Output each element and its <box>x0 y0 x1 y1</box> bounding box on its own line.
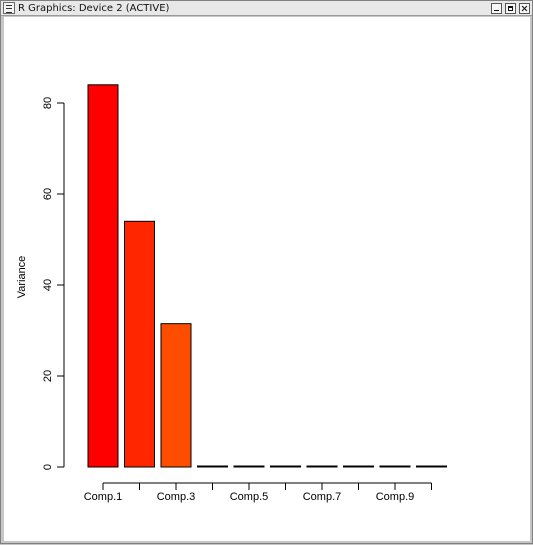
bar-comp-1 <box>87 84 119 468</box>
minimize-icon[interactable] <box>491 3 502 14</box>
bar-comp-5 <box>233 465 265 468</box>
y-tick-label: 80 <box>42 97 54 109</box>
y-tick-label: 60 <box>42 188 54 200</box>
maximize-icon[interactable] <box>505 3 516 14</box>
x-tick-label: Comp.7 <box>303 491 342 503</box>
bar-comp-10 <box>416 465 447 468</box>
x-tick-label: Comp.3 <box>157 491 196 503</box>
bar-comp-2 <box>124 220 155 468</box>
plot-canvas: 0 20 40 60 80 Comp.1 Comp.3 Comp.5 Comp.7 Comp.9… <box>4 17 530 541</box>
y-tick-label: 20 <box>42 370 54 382</box>
bars-group <box>87 84 447 468</box>
bar-comp-8 <box>343 465 374 468</box>
bar-comp-3 <box>160 323 192 468</box>
bar-comp-9 <box>379 465 411 468</box>
title-bar[interactable]: R Graphics: Device 2 (ACTIVE) <box>1 1 532 16</box>
system-menu-icon[interactable] <box>3 2 15 14</box>
x-tick-label: Comp.1 <box>84 491 123 503</box>
bar-chart: 0 20 40 60 80 Comp.1 Comp.3 Comp.5 Comp.7 Comp.9… <box>16 84 447 503</box>
close-icon[interactable] <box>519 3 530 14</box>
y-axis-label: Variance <box>16 256 28 299</box>
x-tick-label: Comp.9 <box>376 491 415 503</box>
window-title: R Graphics: Device 2 (ACTIVE) <box>18 3 170 14</box>
bar-comp-4 <box>197 465 228 468</box>
x-tick-label: Comp.5 <box>230 491 269 503</box>
x-axis: Comp.1 Comp.3 Comp.5 Comp.7 Comp.9 <box>84 482 432 503</box>
y-axis: 0 20 40 60 80 <box>42 97 65 470</box>
y-tick-label: 40 <box>42 279 54 291</box>
y-tick-label: 0 <box>42 464 54 470</box>
bar-comp-6 <box>270 465 301 468</box>
bar-comp-7 <box>306 465 338 468</box>
